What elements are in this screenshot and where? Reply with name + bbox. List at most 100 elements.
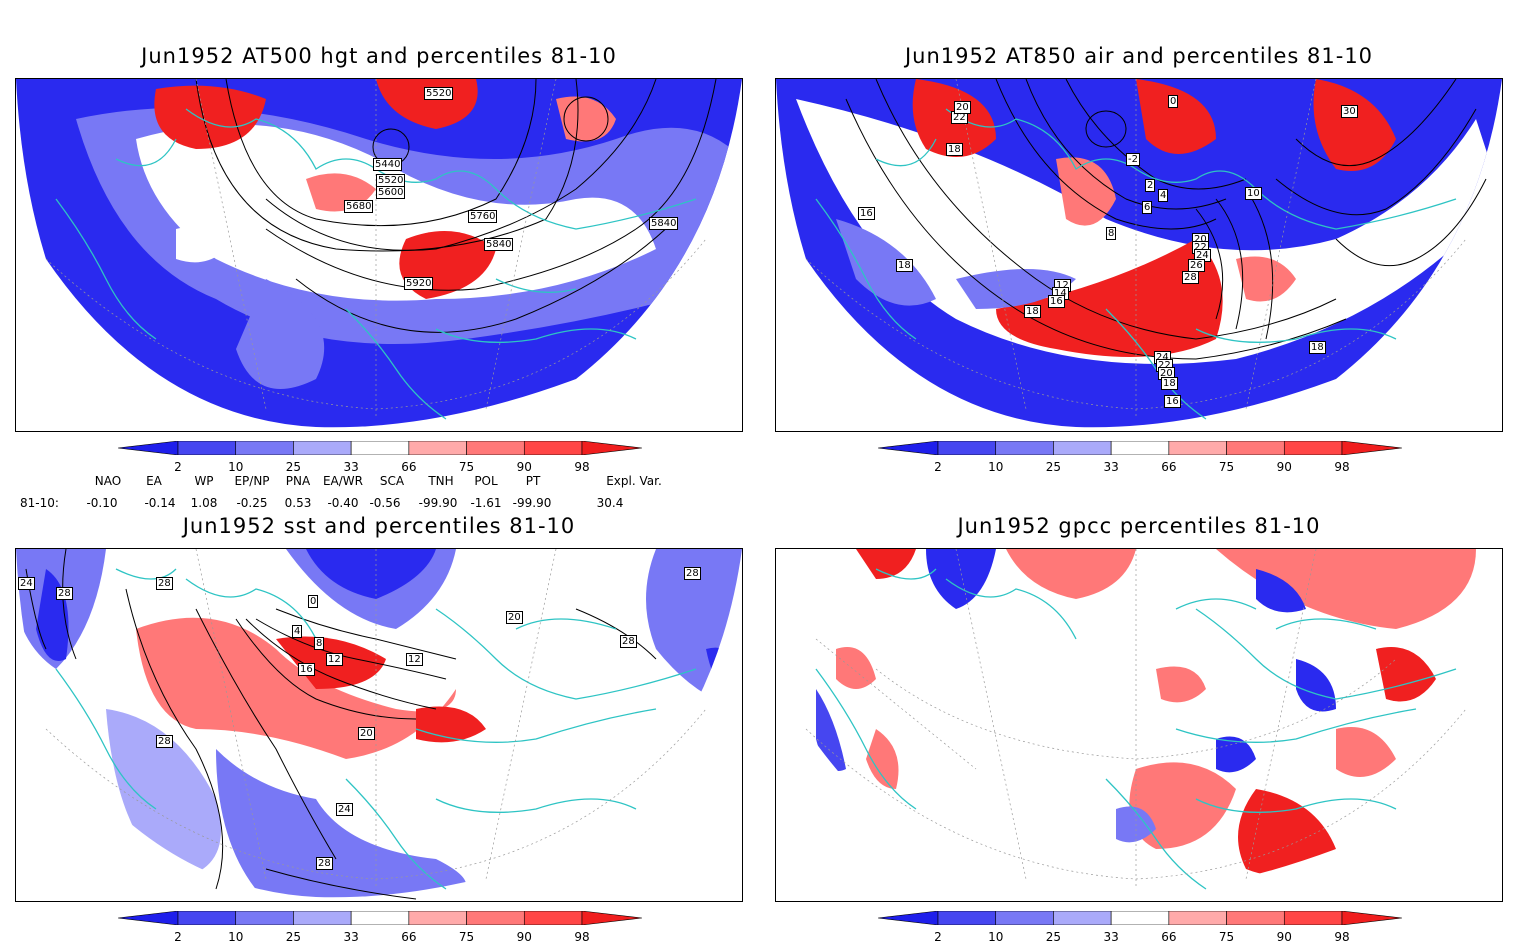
contour-label: 18: [896, 259, 913, 272]
colorbar-swatch: [937, 440, 997, 456]
contour-label: 18: [946, 143, 963, 156]
colorbar-swatch: [995, 440, 1054, 456]
colorbar-tick-label: 2: [934, 460, 942, 474]
contour-label: 5840: [484, 238, 514, 251]
contour-label: 18: [1161, 377, 1178, 390]
colorbar-swatch: [1168, 910, 1227, 926]
contour-label: 8: [1106, 227, 1117, 240]
map-panel-sst: 24 28 28 28 0 4 8 12 16 12 20 20 28 28 2…: [15, 548, 743, 902]
colorbar-swatch: [1053, 440, 1112, 456]
index-value: -0.10: [86, 496, 118, 510]
colorbar-tick-label: 33: [343, 460, 359, 474]
contour-label: 28: [1182, 271, 1199, 284]
colorbar-tick-label: 2: [934, 930, 942, 944]
contour-label: 8: [314, 637, 325, 650]
contour-label: 5760: [468, 210, 498, 223]
contour-label: 16: [298, 663, 315, 676]
colorbar-swatch: [995, 910, 1054, 926]
colorbar-swatch: [1283, 910, 1343, 926]
index-value: -0.40: [327, 496, 359, 510]
contour-label: 6: [1142, 201, 1153, 214]
index-value: -0.25: [236, 496, 268, 510]
colorbar-tick-label: 10: [988, 460, 1004, 474]
colorbar-tick-label: 33: [343, 930, 359, 944]
contour-label: 5840: [649, 217, 679, 230]
contour-label: 24: [18, 577, 35, 590]
contour-label: 12: [326, 653, 343, 666]
colorbar-swatch: [581, 440, 643, 456]
colorbar-tick-label: 75: [458, 460, 475, 474]
colorbar-tick-label: 25: [1045, 930, 1062, 944]
index-value: 0.53: [284, 496, 312, 510]
colorbar-swatch: [1053, 910, 1112, 926]
index-header: NAO: [94, 474, 122, 488]
contour-label: 2: [1145, 179, 1156, 192]
colorbar-swatch: [350, 910, 410, 926]
colorbar-swatch: [1110, 440, 1170, 456]
colorbar-swatch: [1168, 440, 1227, 456]
colorbar-swatch: [408, 440, 467, 456]
indices-header-row: NAO EA WP EP/NP PNA EA/WR SCA TNH POL PT Expl. Var…: [0, 474, 760, 490]
colorbar-swatch: [177, 910, 237, 926]
colorbar-swatch: [937, 910, 997, 926]
colorbar-tick-label: 90: [516, 930, 532, 944]
contour-label: 0: [1168, 95, 1179, 108]
contour-label: 4: [292, 625, 303, 638]
colorbar-swatch: [466, 910, 525, 926]
index-value: -1.61: [470, 496, 502, 510]
index-header: WP: [194, 474, 214, 488]
colorbar-tick-label: 66: [401, 460, 417, 474]
colorbar-swatch: [235, 910, 294, 926]
contour-label: 18: [1309, 341, 1326, 354]
colorbar-swatch: [117, 910, 179, 926]
colorbar-tick-label: 10: [228, 930, 244, 944]
teleconnection-indices: NAO EA WP EP/NP PNA EA/WR SCA TNH POL PT Expl. Var…: [0, 474, 760, 514]
colorbar-swatch: [350, 440, 410, 456]
index-header: Expl. Var.: [606, 474, 662, 488]
colorbar-swatch: [523, 910, 583, 926]
index-value: -99.90: [512, 496, 552, 510]
colorbar-swatches: [877, 910, 1403, 926]
panel-title-hgt: Jun1952 AT500 hgt and percentiles 81-10: [141, 44, 617, 68]
contour-label: 20: [358, 727, 375, 740]
contour-label: 28: [156, 735, 173, 748]
contour-label: 28: [620, 635, 637, 648]
index-header: PT: [525, 474, 541, 488]
map-panel-hgt: 5520 5440 5520 5600 5680 5760 5840 5920 …: [15, 78, 743, 432]
colorbar-tick-label: 2: [174, 460, 182, 474]
panel-title-gpcc: Jun1952 gpcc percentiles 81-10: [957, 514, 1321, 538]
index-header: EA: [146, 474, 162, 488]
colorbar-swatch: [235, 440, 294, 456]
colorbar-swatch: [293, 440, 352, 456]
colorbar-tick-label: 33: [1103, 930, 1119, 944]
contour-label: -2: [1126, 153, 1140, 166]
contour-label: 0: [308, 595, 319, 608]
index-header: SCA: [379, 474, 405, 488]
contour-label: 12: [406, 653, 423, 666]
index-header: PNA: [285, 474, 311, 488]
contour-label: 5920: [404, 277, 434, 290]
contour-label: 18: [1024, 305, 1041, 318]
colorbar-tick-label: 75: [1218, 460, 1235, 474]
indices-row-label: 81-10:: [20, 496, 59, 510]
index-header: POL: [474, 474, 498, 488]
colorbar-swatch: [117, 440, 179, 456]
contour-label: 4: [1158, 189, 1169, 202]
index-value: 30.4: [596, 496, 624, 510]
contour-label: 28: [156, 577, 173, 590]
contour-label: 28: [316, 857, 333, 870]
colorbar-tick-label: 98: [1334, 460, 1350, 474]
colorbar-tick-label: 66: [401, 930, 417, 944]
index-value: -99.90: [418, 496, 458, 510]
colorbar-bottom-right: 2 10 25 33 66 75 90 98: [877, 910, 1403, 944]
contour-label: 10: [1245, 187, 1262, 200]
contour-label: 20: [954, 101, 971, 114]
colorbar-tick-label: 25: [285, 930, 302, 944]
index-header: EA/WR: [322, 474, 364, 488]
colorbar-top-left: 2 10 25 33 66 75 90 98: [117, 440, 643, 474]
colorbar-swatch: [293, 910, 352, 926]
index-value: -0.14: [144, 496, 176, 510]
colorbar-tick-label: 98: [574, 930, 590, 944]
contour-label: 5680: [344, 200, 374, 213]
colorbar-swatches: [117, 440, 643, 456]
